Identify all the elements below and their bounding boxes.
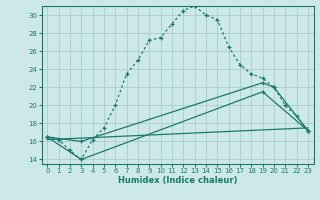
X-axis label: Humidex (Indice chaleur): Humidex (Indice chaleur) xyxy=(118,176,237,185)
